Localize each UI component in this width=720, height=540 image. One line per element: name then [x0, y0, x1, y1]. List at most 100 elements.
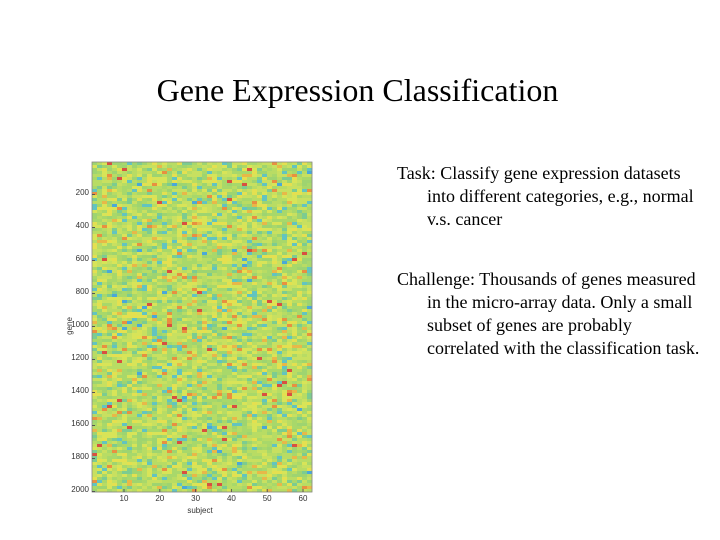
heatmap-cell	[112, 378, 118, 382]
heatmap-cell	[232, 270, 238, 274]
heatmap-cell	[177, 279, 183, 283]
heatmap-cell	[302, 210, 308, 214]
heatmap-cell	[132, 312, 138, 316]
heatmap-cell	[177, 438, 183, 442]
heatmap-cell	[192, 408, 198, 412]
heatmap-cell	[157, 432, 163, 436]
heatmap-cell	[277, 408, 283, 412]
heatmap-cell	[237, 426, 243, 430]
heatmap-cell	[107, 378, 113, 382]
heatmap-cell	[267, 393, 273, 397]
heatmap-cell	[167, 321, 173, 325]
heatmap-cell	[137, 261, 143, 265]
heatmap-cell	[287, 273, 293, 277]
heatmap-cell	[252, 420, 258, 424]
heatmap-cell	[92, 420, 98, 424]
heatmap-cell	[157, 273, 163, 277]
heatmap-cell	[127, 327, 133, 331]
heatmap-cell	[182, 444, 188, 448]
heatmap-cell	[122, 402, 128, 406]
heatmap-cell	[272, 276, 278, 280]
heatmap-cell	[212, 441, 218, 445]
heatmap-cell	[217, 300, 223, 304]
heatmap-cell	[147, 489, 153, 493]
heatmap-cell	[222, 339, 228, 343]
heatmap-cell	[257, 447, 263, 451]
heatmap-cell	[142, 207, 148, 211]
heatmap-cell	[187, 414, 193, 418]
heatmap-cell	[267, 399, 273, 403]
heatmap-cell	[267, 444, 273, 448]
heatmap-cell	[247, 480, 253, 484]
heatmap-cell	[292, 471, 298, 475]
heatmap-cell	[212, 414, 218, 418]
heatmap-cell	[187, 453, 193, 457]
heatmap-cell	[262, 360, 268, 364]
heatmap-cell	[282, 342, 288, 346]
heatmap-cell	[202, 420, 208, 424]
heatmap-cell	[112, 372, 118, 376]
heatmap-cell	[222, 423, 228, 427]
heatmap-cell	[187, 246, 193, 250]
heatmap-cell	[122, 189, 128, 193]
heatmap-cell	[162, 402, 168, 406]
heatmap-cell	[237, 462, 243, 466]
heatmap-cell	[97, 171, 103, 175]
heatmap-cell	[237, 234, 243, 238]
heatmap-cell	[187, 339, 193, 343]
heatmap-cell	[187, 483, 193, 487]
heatmap-cell	[277, 180, 283, 184]
heatmap-cell	[197, 339, 203, 343]
heatmap-cell	[137, 171, 143, 175]
heatmap-cell	[292, 225, 298, 229]
heatmap-cell	[212, 474, 218, 478]
heatmap-cell	[97, 183, 103, 187]
heatmap-cell	[137, 291, 143, 295]
heatmap-cell	[227, 300, 233, 304]
heatmap-cell	[122, 282, 128, 286]
heatmap-cell	[272, 456, 278, 460]
heatmap-cell	[197, 330, 203, 334]
heatmap-cell	[287, 459, 293, 463]
heatmap-cell	[272, 477, 278, 481]
heatmap-cell	[302, 255, 308, 259]
heatmap-cell	[187, 465, 193, 469]
heatmap-cell	[192, 279, 198, 283]
heatmap-cell	[172, 333, 178, 337]
heatmap-cell	[217, 240, 223, 244]
heatmap-cell	[287, 408, 293, 412]
heatmap-cell	[302, 213, 308, 217]
heatmap-cell	[147, 411, 153, 415]
heatmap-cell	[192, 339, 198, 343]
x-tick-label: 30	[191, 494, 200, 503]
heatmap-cell	[127, 405, 133, 409]
heatmap-cell	[92, 183, 98, 187]
heatmap-cell	[112, 231, 118, 235]
heatmap-cell	[287, 390, 293, 394]
heatmap-cell	[192, 303, 198, 307]
heatmap-cell	[257, 255, 263, 259]
heatmap-cell	[287, 207, 293, 211]
heatmap-cell	[112, 426, 118, 430]
heatmap-cell	[112, 192, 118, 196]
heatmap-cell	[302, 261, 308, 265]
y-tick-label: 1000	[71, 320, 89, 329]
heatmap-cell	[127, 309, 133, 313]
heatmap-cell	[212, 264, 218, 268]
heatmap-cell	[262, 279, 268, 283]
heatmap-cell	[172, 459, 178, 463]
heatmap-cell	[162, 327, 168, 331]
heatmap-cell	[172, 231, 178, 235]
heatmap-cell	[217, 390, 223, 394]
heatmap-cell	[97, 165, 103, 169]
heatmap-cell	[162, 180, 168, 184]
heatmap-cell	[262, 450, 268, 454]
heatmap-cell	[252, 414, 258, 418]
heatmap-cell	[207, 420, 213, 424]
heatmap-cell	[272, 369, 278, 373]
heatmap-cell	[157, 321, 163, 325]
heatmap-cell	[132, 243, 138, 247]
heatmap-cell	[297, 177, 303, 181]
heatmap-cell	[237, 414, 243, 418]
heatmap-cell	[262, 327, 268, 331]
